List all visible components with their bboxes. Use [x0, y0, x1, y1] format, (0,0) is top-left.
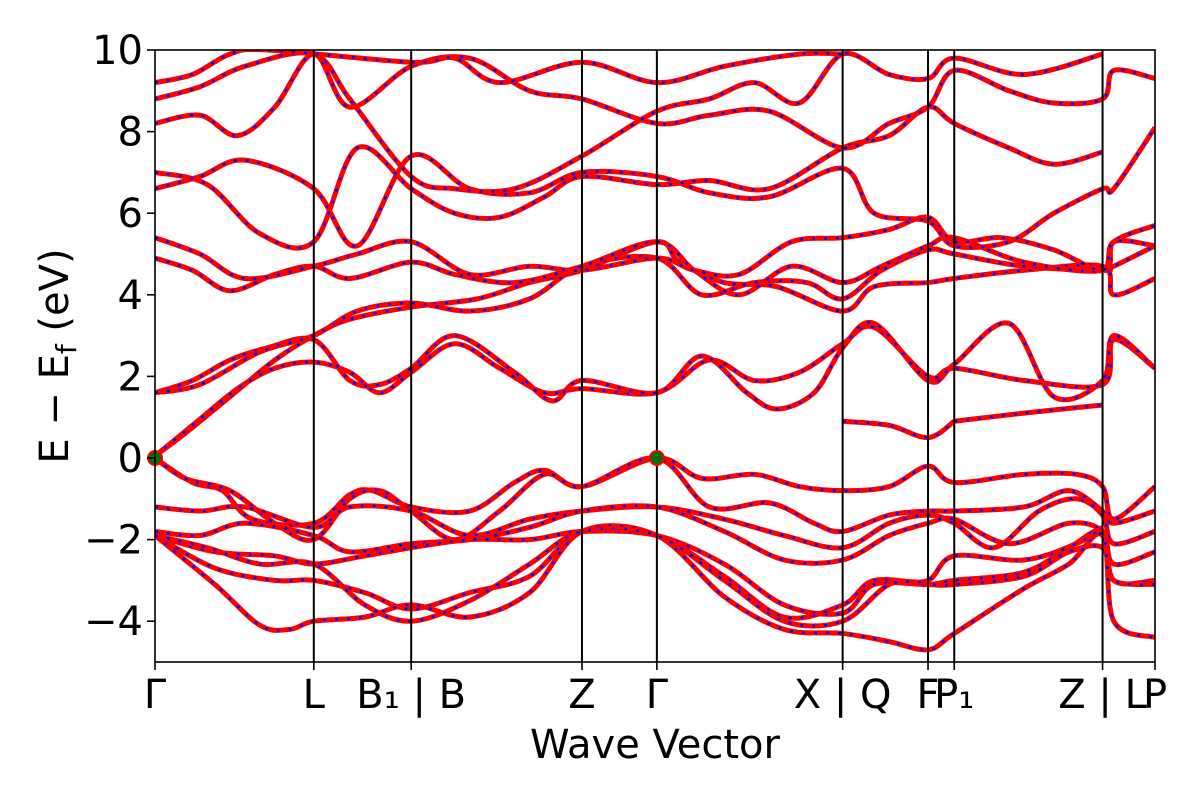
x-tick-label-9: Z | L	[1058, 672, 1147, 718]
y-tick-label-2: −2	[84, 518, 143, 564]
band-9-overlay	[155, 52, 1155, 150]
band-lines	[155, 50, 1155, 653]
y-axis-label-unit: (eV)	[32, 248, 78, 344]
y-tick-label-4: 2	[118, 354, 143, 400]
fermi-markers	[147, 450, 665, 466]
kpoint-separators	[312, 50, 1104, 662]
band-3-line	[155, 319, 1155, 412]
x-tick-label-1: Γ	[144, 672, 167, 718]
band-1-line	[155, 239, 1155, 458]
y-tick-label-7: 8	[118, 110, 143, 156]
y-tick-label-1: −4	[84, 599, 143, 645]
x-tick-label-4: Z	[568, 672, 595, 718]
x-tick-label-8: P₁	[934, 672, 974, 718]
x-tick-label-3: B₁ | B	[356, 672, 466, 718]
plot-frame	[154, 49, 1156, 663]
y-axis-label: E − Ef (eV)	[32, 248, 83, 463]
x-axis-label: Wave Vector	[530, 722, 781, 768]
band-14-overlay	[155, 497, 1155, 550]
band-12-overlay	[155, 456, 1155, 527]
band-19-line	[155, 525, 1104, 629]
band-20-line	[953, 402, 1103, 424]
band-19-overlay	[155, 526, 1104, 628]
band-15-line	[155, 503, 1155, 568]
y-axis-label-sub: f	[50, 343, 83, 354]
fermi-marker-2	[648, 450, 665, 466]
x-tick-label-5: Γ	[646, 672, 669, 718]
x-tick-label-2: L	[303, 672, 326, 718]
band-11-overlay	[155, 50, 843, 84]
y-tick-label-8: 10	[92, 28, 143, 74]
band-11-line	[155, 50, 843, 86]
y-tick-label-3: 0	[118, 436, 143, 482]
band-12-line	[155, 455, 1155, 528]
x-tick-label-10: P	[1143, 672, 1167, 718]
x-axis-ticks: Γ L B₁ | B Z Γ X | Q FP₁ Z | LP	[144, 662, 1167, 718]
band-4-line	[155, 243, 1155, 396]
band-6-line	[155, 214, 1155, 282]
band-16-overlay	[155, 529, 1155, 616]
band-21-line	[842, 418, 956, 441]
band-3-overlay	[155, 321, 1155, 411]
band-17-line	[155, 525, 1155, 621]
x-tick-label-7: F	[917, 672, 940, 718]
x-tick-label-6: X | Q	[794, 672, 892, 718]
band-9-line	[155, 51, 1155, 151]
band-8-overlay	[155, 105, 1103, 250]
y-axis-label-main: E − E	[32, 354, 78, 464]
y-tick-label-5: 4	[118, 273, 143, 319]
y-tick-label-6: 6	[118, 191, 143, 237]
band-18-line	[155, 523, 1155, 653]
y-axis-ticks: −4 −2 0 2 4 6 8 10	[84, 28, 155, 645]
